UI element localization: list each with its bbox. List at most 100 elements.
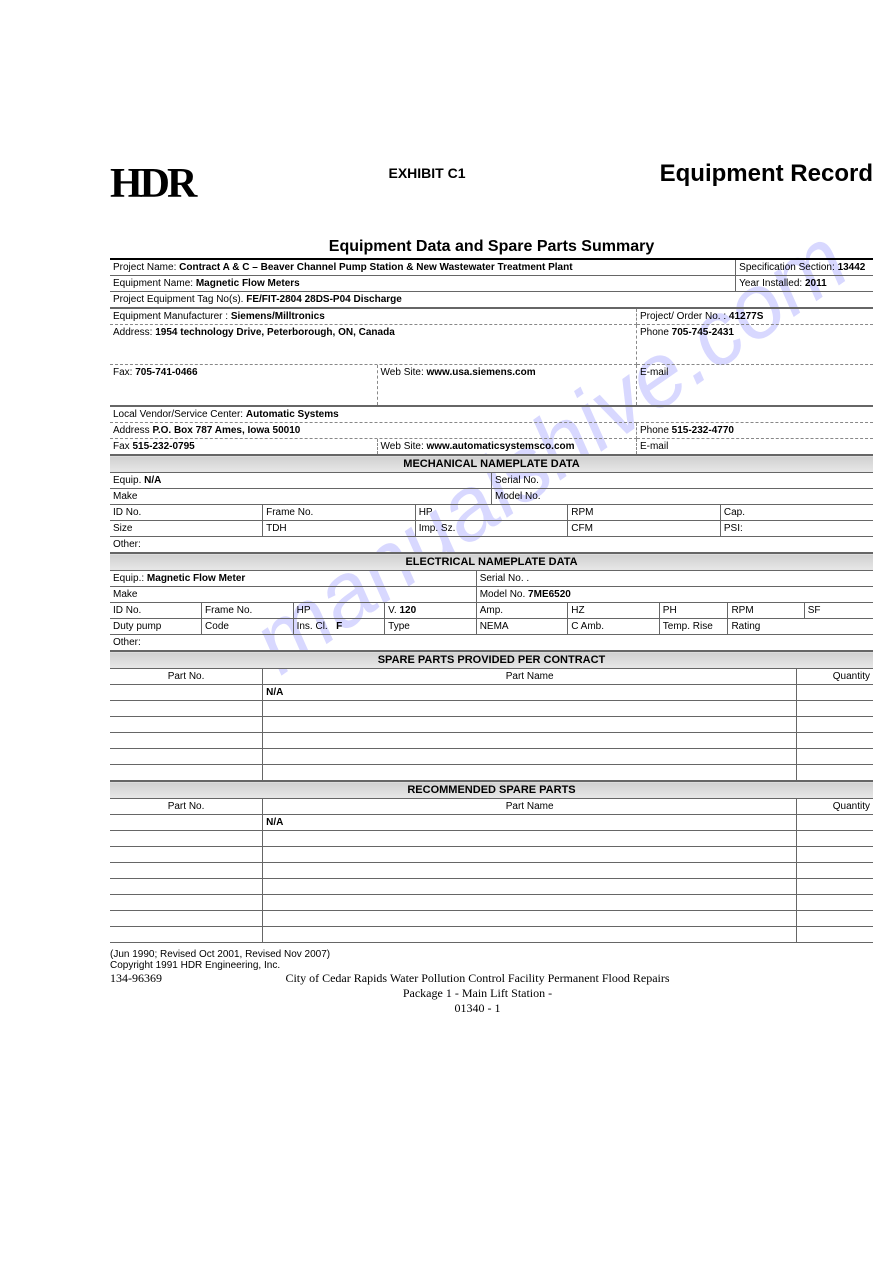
mfr-phone-label: Phone xyxy=(640,327,669,338)
electrical-table: ELECTRICAL NAMEPLATE DATA Equip.: Magnet… xyxy=(110,553,873,651)
spare-provided-table: SPARE PARTS PROVIDED PER CONTRACT Part N… xyxy=(110,651,873,781)
footer-copyright: Copyright 1991 HDR Engineering, Inc. xyxy=(110,960,873,971)
project-name-label: Project Name: xyxy=(113,262,176,273)
rs-header: RECOMMENDED SPARE PARTS xyxy=(110,782,873,799)
elec-code: Code xyxy=(202,619,294,635)
mech-tdh: TDH xyxy=(263,521,416,537)
vendor-label: Local Vendor/Service Center: xyxy=(113,409,243,420)
mech-header: MECHANICAL NAMEPLATE DATA xyxy=(110,456,873,473)
mech-cap: Cap. xyxy=(720,505,873,521)
year-label: Year Installed: xyxy=(739,278,802,289)
logo: HDR xyxy=(110,160,194,208)
mech-serial: Serial No. xyxy=(491,473,873,489)
elec-amp: Amp. xyxy=(476,603,568,619)
vendor-value: Automatic Systems xyxy=(246,409,339,420)
mechanical-table: MECHANICAL NAMEPLATE DATA Equip. N/A Ser… xyxy=(110,455,873,553)
mfr-web-label: Web Site: xyxy=(381,367,424,378)
mech-make: Make xyxy=(110,489,491,505)
order-value: 41277S xyxy=(729,311,763,322)
equip-name-value: Magnetic Flow Meters xyxy=(196,278,300,289)
mech-cfm: CFM xyxy=(568,521,721,537)
elec-id: ID No. xyxy=(110,603,202,619)
rs-qty-label: Quantity xyxy=(797,799,873,815)
vendor-phone-value: 515-232-4770 xyxy=(672,425,734,436)
rs-partname-label: Part Name xyxy=(263,799,797,815)
mech-equip-value: N/A xyxy=(144,475,161,486)
vendor-web-label: Web Site: xyxy=(381,441,424,452)
vendor-table: Local Vendor/Service Center: Automatic S… xyxy=(110,406,873,439)
project-name-value: Contract A & C – Beaver Channel Pump Sta… xyxy=(179,262,572,273)
elec-duty: Duty pump xyxy=(110,619,202,635)
tag-label: Project Equipment Tag No(s). xyxy=(113,294,243,305)
mech-imp: Imp. Sz. xyxy=(415,521,568,537)
footer-docno: 134-96369 xyxy=(110,971,162,986)
spec-value: 13442 xyxy=(838,262,866,273)
mfr-email-label: E-mail xyxy=(640,367,668,378)
mech-hp: HP xyxy=(415,505,568,521)
sp-partno-label: Part No. xyxy=(110,669,263,685)
elec-temp: Temp. Rise xyxy=(659,619,728,635)
vendor-email-label: E-mail xyxy=(640,441,668,452)
mfr-fax-value: 705-741-0466 xyxy=(135,367,197,378)
elec-ph: PH xyxy=(659,603,728,619)
vendor-fax-label: Fax xyxy=(113,441,130,452)
manufacturer-table: Equipment Manufacturer : Siemens/Milltro… xyxy=(110,308,873,365)
mfr-value: Siemens/Milltronics xyxy=(231,311,325,322)
sp-na: N/A xyxy=(263,685,797,701)
elec-frame: Frame No. xyxy=(202,603,294,619)
footer-line3: 01340 - 1 xyxy=(162,1001,793,1016)
footer-line1: City of Cedar Rapids Water Pollution Con… xyxy=(162,971,793,986)
elec-header: ELECTRICAL NAMEPLATE DATA xyxy=(110,554,873,571)
elec-hz: HZ xyxy=(568,603,660,619)
footer-revision: (Jun 1990; Revised Oct 2001, Revised Nov… xyxy=(110,949,873,960)
manufacturer-contact-table: Fax: 705-741-0466 Web Site: www.usa.siem… xyxy=(110,365,873,406)
elec-v-value: 120 xyxy=(399,605,416,616)
elec-other: Other: xyxy=(110,635,873,651)
mfr-addr-value: 1954 technology Drive, Peterborough, ON,… xyxy=(155,327,395,338)
page-title: Equipment Record xyxy=(660,160,873,188)
header-row: HDR EXHIBIT C1 Equipment Record xyxy=(110,160,873,208)
mech-frame: Frame No. xyxy=(263,505,416,521)
order-label: Project/ Order No. : xyxy=(640,311,726,322)
elec-make: Make xyxy=(110,587,476,603)
vendor-addr-label: Address xyxy=(113,425,150,436)
elec-sf: SF xyxy=(804,603,873,619)
mech-equip-label: Equip. xyxy=(113,475,141,486)
sp-qty-label: Quantity xyxy=(797,669,873,685)
elec-ins-label: Ins. Cl. xyxy=(297,621,328,632)
spare-recommended-table: RECOMMENDED SPARE PARTS Part No. Part Na… xyxy=(110,781,873,943)
elec-equip-label: Equip.: xyxy=(113,573,144,584)
mfr-web-value: www.usa.siemens.com xyxy=(427,367,536,378)
mech-rpm: RPM xyxy=(568,505,721,521)
mfr-label: Equipment Manufacturer : xyxy=(113,311,228,322)
mech-psi: PSI: xyxy=(720,521,873,537)
elec-camb: C Amb. xyxy=(568,619,660,635)
rs-na: N/A xyxy=(263,815,797,831)
mfr-phone-value: 705-745-2431 xyxy=(672,327,734,338)
subtitle: Equipment Data and Spare Parts Summary xyxy=(110,238,873,256)
vendor-web-value: www.automaticsystemsco.com xyxy=(427,441,575,452)
elec-serial: Serial No. . xyxy=(476,571,873,587)
elec-hp: HP xyxy=(293,603,385,619)
elec-model-label: Model No. xyxy=(480,589,526,600)
rs-partno-label: Part No. xyxy=(110,799,263,815)
vendor-addr-value: P.O. Box 787 Ames, Iowa 50010 xyxy=(152,425,300,436)
year-value: 2011 xyxy=(805,278,827,289)
elec-nema: NEMA xyxy=(476,619,568,635)
vendor-phone-label: Phone xyxy=(640,425,669,436)
sp-partname-label: Part Name xyxy=(263,669,797,685)
elec-rpm: RPM xyxy=(728,603,804,619)
elec-v-label: V. xyxy=(388,605,397,616)
mech-id: ID No. xyxy=(110,505,263,521)
elec-rating: Rating xyxy=(728,619,873,635)
elec-model-value: 7ME6520 xyxy=(528,589,571,600)
mech-model: Model No. xyxy=(491,489,873,505)
vendor-contact-table: Fax 515-232-0795 Web Site: www.automatic… xyxy=(110,439,873,456)
mfr-fax-label: Fax: xyxy=(113,367,132,378)
sp-header: SPARE PARTS PROVIDED PER CONTRACT xyxy=(110,652,873,669)
mfr-addr-label: Address: xyxy=(113,327,152,338)
elec-type: Type xyxy=(385,619,477,635)
vendor-fax-value: 515-232-0795 xyxy=(132,441,194,452)
elec-equip-value: Magnetic Flow Meter xyxy=(147,573,245,584)
elec-ins-value: F xyxy=(336,621,342,632)
